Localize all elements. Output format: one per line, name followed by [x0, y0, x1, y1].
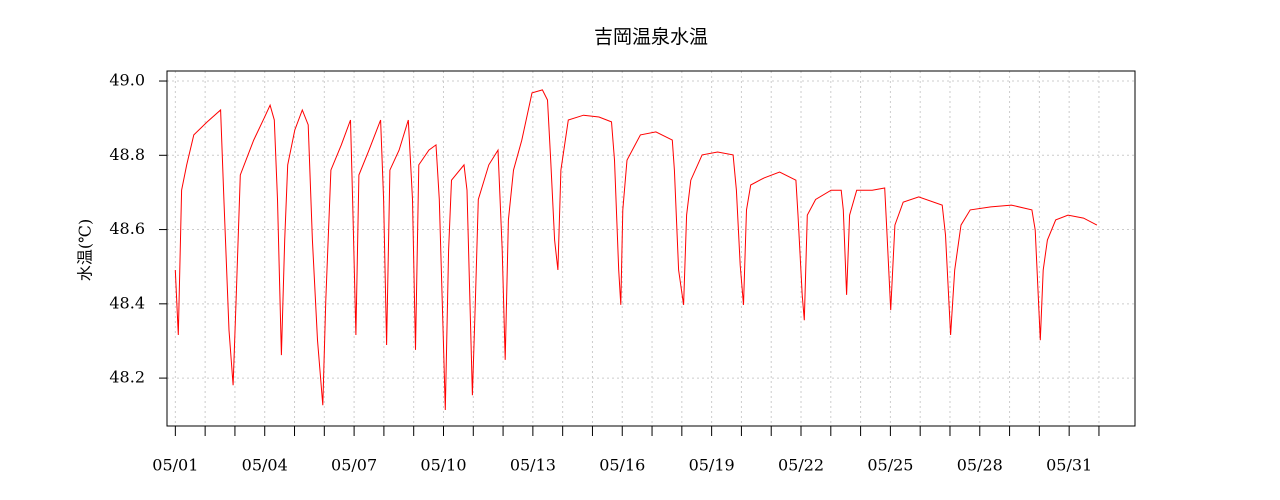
y-tick-label: 48.4 [109, 293, 145, 312]
y-axis-label: 水温(℃) [76, 219, 95, 281]
x-tick-label: 05/04 [242, 456, 288, 475]
x-tick-label: 05/25 [867, 456, 913, 475]
data-line [174, 89, 1098, 411]
y-tick-label: 49.0 [109, 71, 145, 90]
x-tick-label: 05/31 [1046, 456, 1092, 475]
x-tick-label: 05/13 [510, 456, 556, 475]
y-tick-label: 48.6 [109, 219, 145, 238]
x-tick-label: 05/01 [152, 456, 198, 475]
y-tick-label: 48.2 [109, 368, 145, 387]
x-tick-label: 05/07 [331, 456, 377, 475]
x-tick-label: 05/19 [689, 456, 735, 475]
x-tick-label: 05/22 [778, 456, 824, 475]
plot-frame [166, 70, 1136, 427]
x-tick-label: 05/16 [599, 456, 645, 475]
chart-title: 吉岡温泉水温 [594, 26, 708, 48]
x-tick-label: 05/10 [420, 456, 466, 475]
y-tick-label: 48.8 [109, 145, 145, 164]
x-tick-label: 05/28 [957, 456, 1003, 475]
